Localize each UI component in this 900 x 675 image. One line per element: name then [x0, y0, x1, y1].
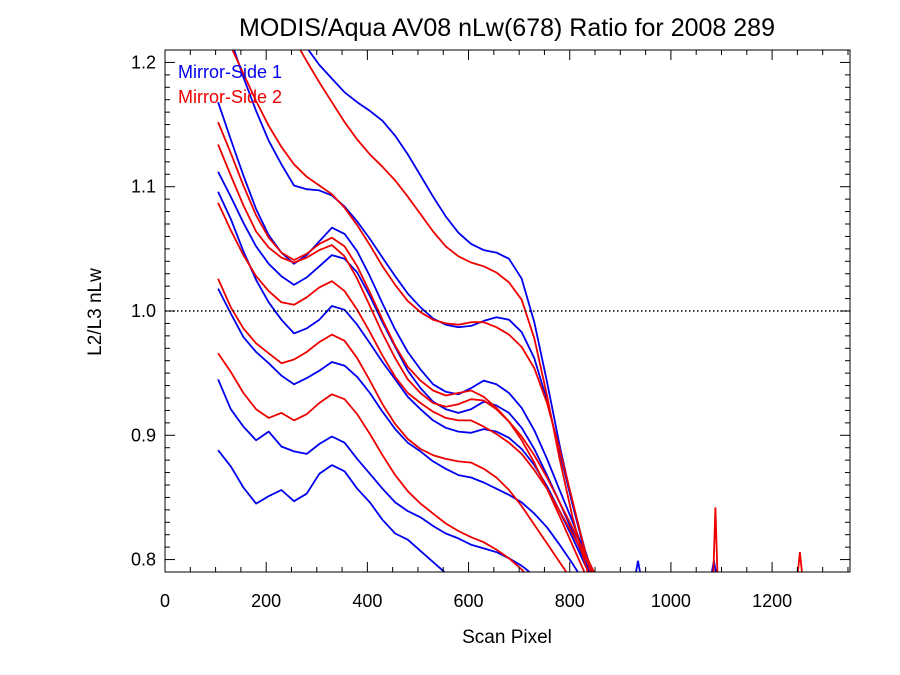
chart-title: MODIS/Aqua AV08 nLw(678) Ratio for 2008 … — [239, 14, 775, 42]
legend-entry-mirror-side-1: Mirror-Side 1 — [178, 62, 282, 82]
y-tick-label: 0.9 — [131, 425, 156, 445]
series-line-12 — [217, 144, 595, 572]
y-tick-label: 0.8 — [131, 550, 156, 570]
series-line-4 — [217, 191, 590, 572]
tick-layer: 0 200 400 600 800 1000 1200 0.8 0.9 1.0 1.1 1.2 — [131, 50, 850, 611]
y-axis-label: L2/L3 nLw — [85, 268, 106, 356]
x-axis-label: Scan Pixel — [462, 627, 552, 648]
x-tick-label: 0 — [160, 591, 170, 611]
series-line-9 — [217, 352, 526, 572]
series-line-3 — [217, 288, 579, 572]
series-line-15 — [299, 50, 589, 572]
series-line-8 — [307, 50, 593, 572]
series-line-11 — [217, 202, 594, 572]
x-tick-label: 200 — [251, 591, 281, 611]
series-line-13 — [217, 121, 586, 572]
series-line-6 — [217, 101, 593, 572]
legend-entry-mirror-side-2: Mirror-Side 2 — [178, 87, 282, 107]
spike-4 — [797, 552, 803, 572]
x-tick-label: 800 — [555, 591, 585, 611]
x-tick-label: 400 — [352, 591, 382, 611]
series-line-2 — [217, 379, 532, 572]
series-line-7 — [233, 50, 592, 572]
series-line-5 — [217, 171, 591, 572]
spike-3 — [712, 507, 719, 572]
series-layer — [217, 50, 803, 572]
x-tick-label: 1000 — [651, 591, 691, 611]
spike-1 — [635, 560, 641, 572]
legend: Mirror-Side 1 Mirror-Side 2 — [178, 62, 282, 107]
series-line-1 — [217, 449, 446, 572]
y-tick-label: 1.2 — [131, 52, 156, 72]
y-tick-label: 1.0 — [131, 301, 156, 321]
series-line-14 — [231, 50, 592, 572]
x-tick-label: 600 — [454, 591, 484, 611]
x-tick-label: 1200 — [752, 591, 792, 611]
series-line-10 — [217, 278, 568, 572]
y-tick-label: 1.1 — [131, 177, 156, 197]
